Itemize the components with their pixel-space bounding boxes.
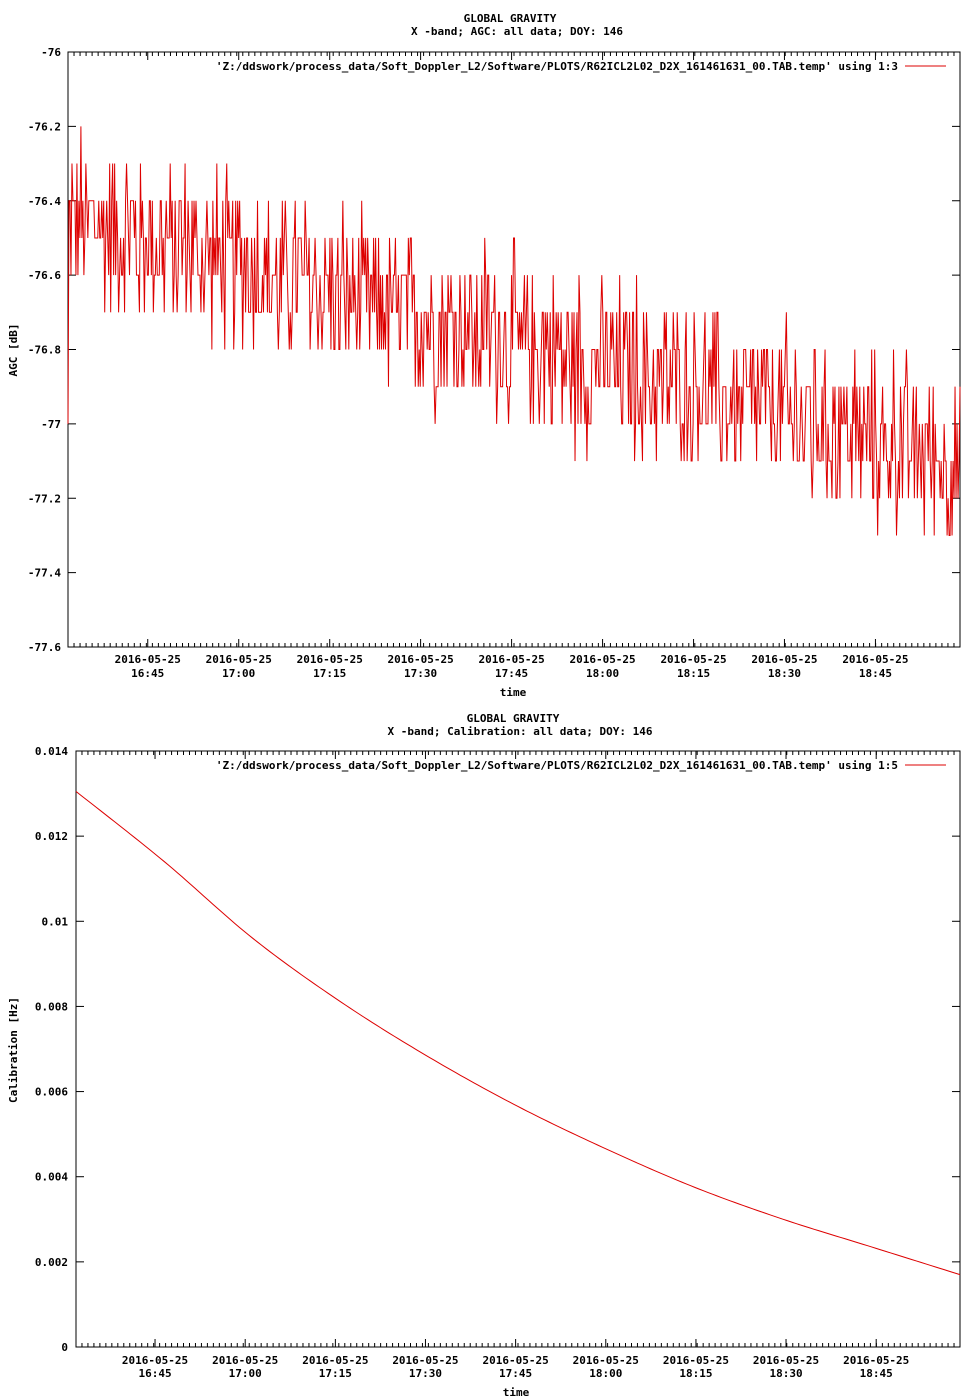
- x-tick-date-label: 2016-05-25: [302, 1354, 368, 1367]
- y-tick-label: -76.8: [28, 344, 61, 357]
- x-tick-date-label: 2016-05-25: [122, 1354, 188, 1367]
- y-tick-label: -76.2: [28, 120, 61, 133]
- x-tick-date-label: 2016-05-25: [842, 653, 908, 666]
- x-tick-date-label: 2016-05-25: [297, 653, 363, 666]
- y-tick-label: 0.004: [35, 1171, 68, 1184]
- x-tick-date-label: 2016-05-25: [212, 1354, 278, 1367]
- agc-legend-label: 'Z:/ddswork/process_data/Soft_Doppler_L2…: [216, 60, 898, 73]
- x-tick-date-label: 2016-05-25: [751, 653, 817, 666]
- x-tick-date-label: 2016-05-25: [663, 1354, 729, 1367]
- x-tick-date-label: 2016-05-25: [482, 1354, 548, 1367]
- x-tick-time-label: 18:15: [677, 667, 710, 680]
- calibration-x-ticks: 2016-05-2516:452016-05-2517:002016-05-25…: [75, 751, 961, 1380]
- x-tick-date-label: 2016-05-25: [478, 653, 544, 666]
- calibration-x-axis-label: time: [503, 1386, 530, 1399]
- x-tick-time-label: 17:00: [222, 667, 255, 680]
- y-tick-label: -76: [41, 46, 61, 59]
- agc-x-ticks: 2016-05-2516:452016-05-2517:002016-05-25…: [67, 52, 961, 680]
- y-tick-label: -77.4: [28, 567, 61, 580]
- x-tick-date-label: 2016-05-25: [843, 1354, 909, 1367]
- agc-chart-title: GLOBAL GRAVITY: [464, 12, 557, 25]
- agc-series-line: [67, 126, 961, 536]
- calibration-y-ticks: 0 0.002 0.004 0.006 0.008 0.01 0.012 0.014: [35, 745, 960, 1354]
- y-tick-label: 0.002: [35, 1256, 68, 1269]
- x-tick-time-label: 17:30: [409, 1367, 442, 1380]
- x-tick-date-label: 2016-05-25: [660, 653, 726, 666]
- agc-x-axis-label: time: [500, 686, 527, 699]
- y-tick-label: 0: [61, 1341, 68, 1354]
- calibration-y-axis-label: Calibration [Hz]: [7, 997, 20, 1103]
- calibration-chart-title: GLOBAL GRAVITY: [467, 712, 560, 725]
- x-tick-time-label: 18:00: [589, 1367, 622, 1380]
- calibration-chart-subtitle: X -band; Calibration: all data; DOY: 146: [388, 725, 653, 738]
- x-tick-time-label: 18:45: [860, 1367, 893, 1380]
- x-tick-date-label: 2016-05-25: [392, 1354, 458, 1367]
- x-tick-time-label: 17:30: [404, 667, 437, 680]
- y-tick-label: 0.012: [35, 830, 68, 843]
- x-tick-date-label: 2016-05-25: [573, 1354, 639, 1367]
- y-tick-label: -77.2: [28, 492, 61, 505]
- y-tick-label: -76.6: [28, 269, 61, 282]
- calibration-chart: GLOBAL GRAVITY X -band; Calibration: all…: [7, 712, 961, 1399]
- y-tick-label: -77: [41, 418, 61, 431]
- x-tick-time-label: 18:45: [859, 667, 892, 680]
- agc-chart: GLOBAL GRAVITY X -band; AGC: all data; D…: [7, 12, 961, 699]
- y-tick-label: 0.014: [35, 745, 68, 758]
- y-tick-label: 0.01: [42, 915, 69, 928]
- calibration-plot-frame: [75, 750, 961, 1348]
- calibration-series-line: [75, 791, 961, 1276]
- x-tick-date-label: 2016-05-25: [206, 653, 272, 666]
- calibration-legend-label: 'Z:/ddswork/process_data/Soft_Doppler_L2…: [216, 759, 898, 772]
- x-tick-date-label: 2016-05-25: [115, 653, 181, 666]
- x-tick-time-label: 16:45: [131, 667, 164, 680]
- x-tick-time-label: 17:45: [495, 667, 528, 680]
- x-tick-date-label: 2016-05-25: [753, 1354, 819, 1367]
- x-tick-time-label: 18:30: [768, 667, 801, 680]
- y-tick-label: -76.4: [28, 195, 61, 208]
- agc-plot-frame: [67, 51, 961, 648]
- x-tick-time-label: 17:15: [313, 667, 346, 680]
- x-tick-time-label: 17:15: [319, 1367, 352, 1380]
- x-tick-time-label: 17:00: [229, 1367, 262, 1380]
- y-tick-label: 0.006: [35, 1086, 68, 1099]
- x-tick-date-label: 2016-05-25: [569, 653, 635, 666]
- x-tick-time-label: 18:00: [586, 667, 619, 680]
- x-tick-time-label: 18:15: [679, 1367, 712, 1380]
- x-tick-date-label: 2016-05-25: [387, 653, 453, 666]
- x-tick-time-label: 16:45: [138, 1367, 171, 1380]
- agc-y-ticks: -76 -76.2 -76.4 -76.6 -76.8 -77 -77.2 -77.4 -77.…: [28, 46, 960, 654]
- agc-chart-subtitle: X -band; AGC: all data; DOY: 146: [411, 25, 623, 38]
- y-tick-label: -77.6: [28, 641, 61, 654]
- x-tick-time-label: 18:30: [769, 1367, 802, 1380]
- y-tick-label: 0.008: [35, 1000, 68, 1013]
- agc-y-axis-label: AGC [dB]: [7, 324, 20, 377]
- x-tick-time-label: 17:45: [499, 1367, 532, 1380]
